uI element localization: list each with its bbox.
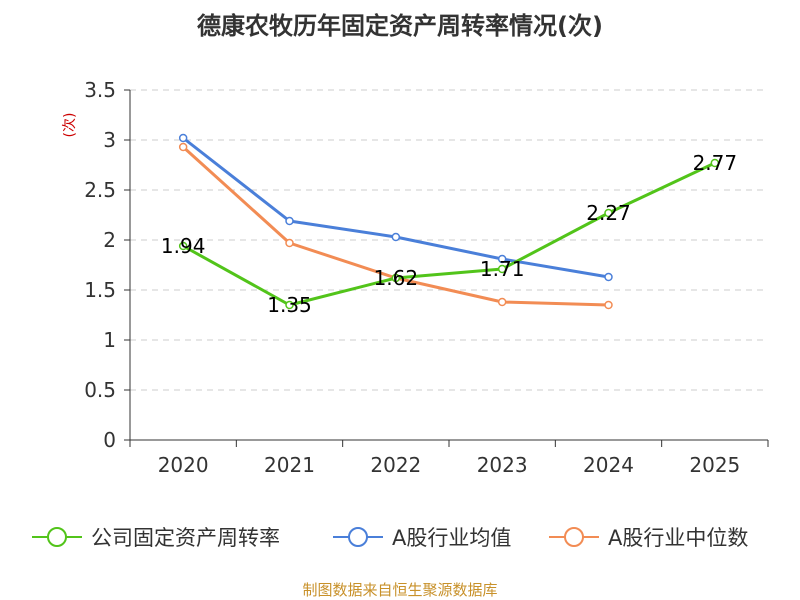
- series-point-2: [178, 142, 188, 152]
- y-axis-label: (次): [62, 113, 78, 138]
- series-point-1: [391, 232, 401, 242]
- series-point-2: [604, 300, 613, 310]
- series-point-2: [285, 238, 294, 248]
- grid-lines: [130, 89, 768, 391]
- series-point-0: [710, 158, 720, 168]
- data-label: 1.71: [480, 257, 525, 281]
- series-point-1: [497, 254, 507, 264]
- legend-marker: [348, 527, 368, 547]
- legend-label: A股行业中位数: [608, 526, 748, 550]
- legend-label: A股行业均值: [392, 526, 511, 550]
- data-labels: 1.94 1.35 1.62 1.71 2.27 2.77: [161, 151, 737, 317]
- series-point-1: [285, 216, 294, 226]
- legend-marker: [564, 527, 584, 547]
- y-tick-label: 1: [103, 328, 116, 352]
- x-tick-label: 2024: [583, 453, 634, 477]
- series-point-0: [391, 273, 401, 283]
- series-point-1: [604, 272, 613, 282]
- data-label: 2.77: [693, 151, 738, 175]
- data-label: 1.62: [374, 266, 419, 290]
- legend-label: 公司固定资产周转率: [91, 526, 280, 550]
- series-point-0: [285, 300, 294, 310]
- x-tick-label: 2022: [370, 453, 421, 477]
- legend-marker: [47, 527, 67, 547]
- y-tick-label: 1.5: [84, 278, 116, 302]
- x-tick-label: 2020: [158, 453, 209, 477]
- legend: 公司固定资产周转率 A股行业均值 A股行业中位数: [32, 526, 748, 550]
- series-lines: [178, 133, 720, 310]
- x-tick-label: 2021: [264, 453, 315, 477]
- series-line-0: [182, 161, 716, 307]
- series-point-0: [178, 241, 188, 251]
- chart-title: 德康农牧历年固定资产周转率情况(次): [197, 12, 603, 40]
- y-tick-label: 2: [103, 228, 116, 252]
- x-tick-label: 2023: [477, 453, 528, 477]
- series-point-2: [497, 297, 507, 307]
- series-point-0: [497, 264, 507, 274]
- series-line-1: [182, 136, 609, 279]
- series-point-1: [178, 133, 188, 143]
- data-label: 2.27: [586, 201, 631, 225]
- data-label: 1.35: [267, 293, 312, 317]
- y-tick-label: 3.5: [84, 78, 116, 102]
- series-point-0: [604, 208, 613, 218]
- y-tick-label: 0: [103, 428, 116, 452]
- y-tick-label: 0.5: [84, 378, 116, 402]
- y-tick-label: 3: [103, 128, 116, 152]
- data-label: 1.94: [161, 234, 206, 258]
- x-tick-label: 2025: [689, 453, 740, 477]
- y-tick-label: 2.5: [84, 178, 116, 202]
- axes: 0 0.5 1 1.5 2 2.5 3 3.5 2020 2021 2022 2023 2024 2025: [84, 78, 769, 477]
- source-note: 制图数据来自恒生聚源数据库: [302, 581, 497, 599]
